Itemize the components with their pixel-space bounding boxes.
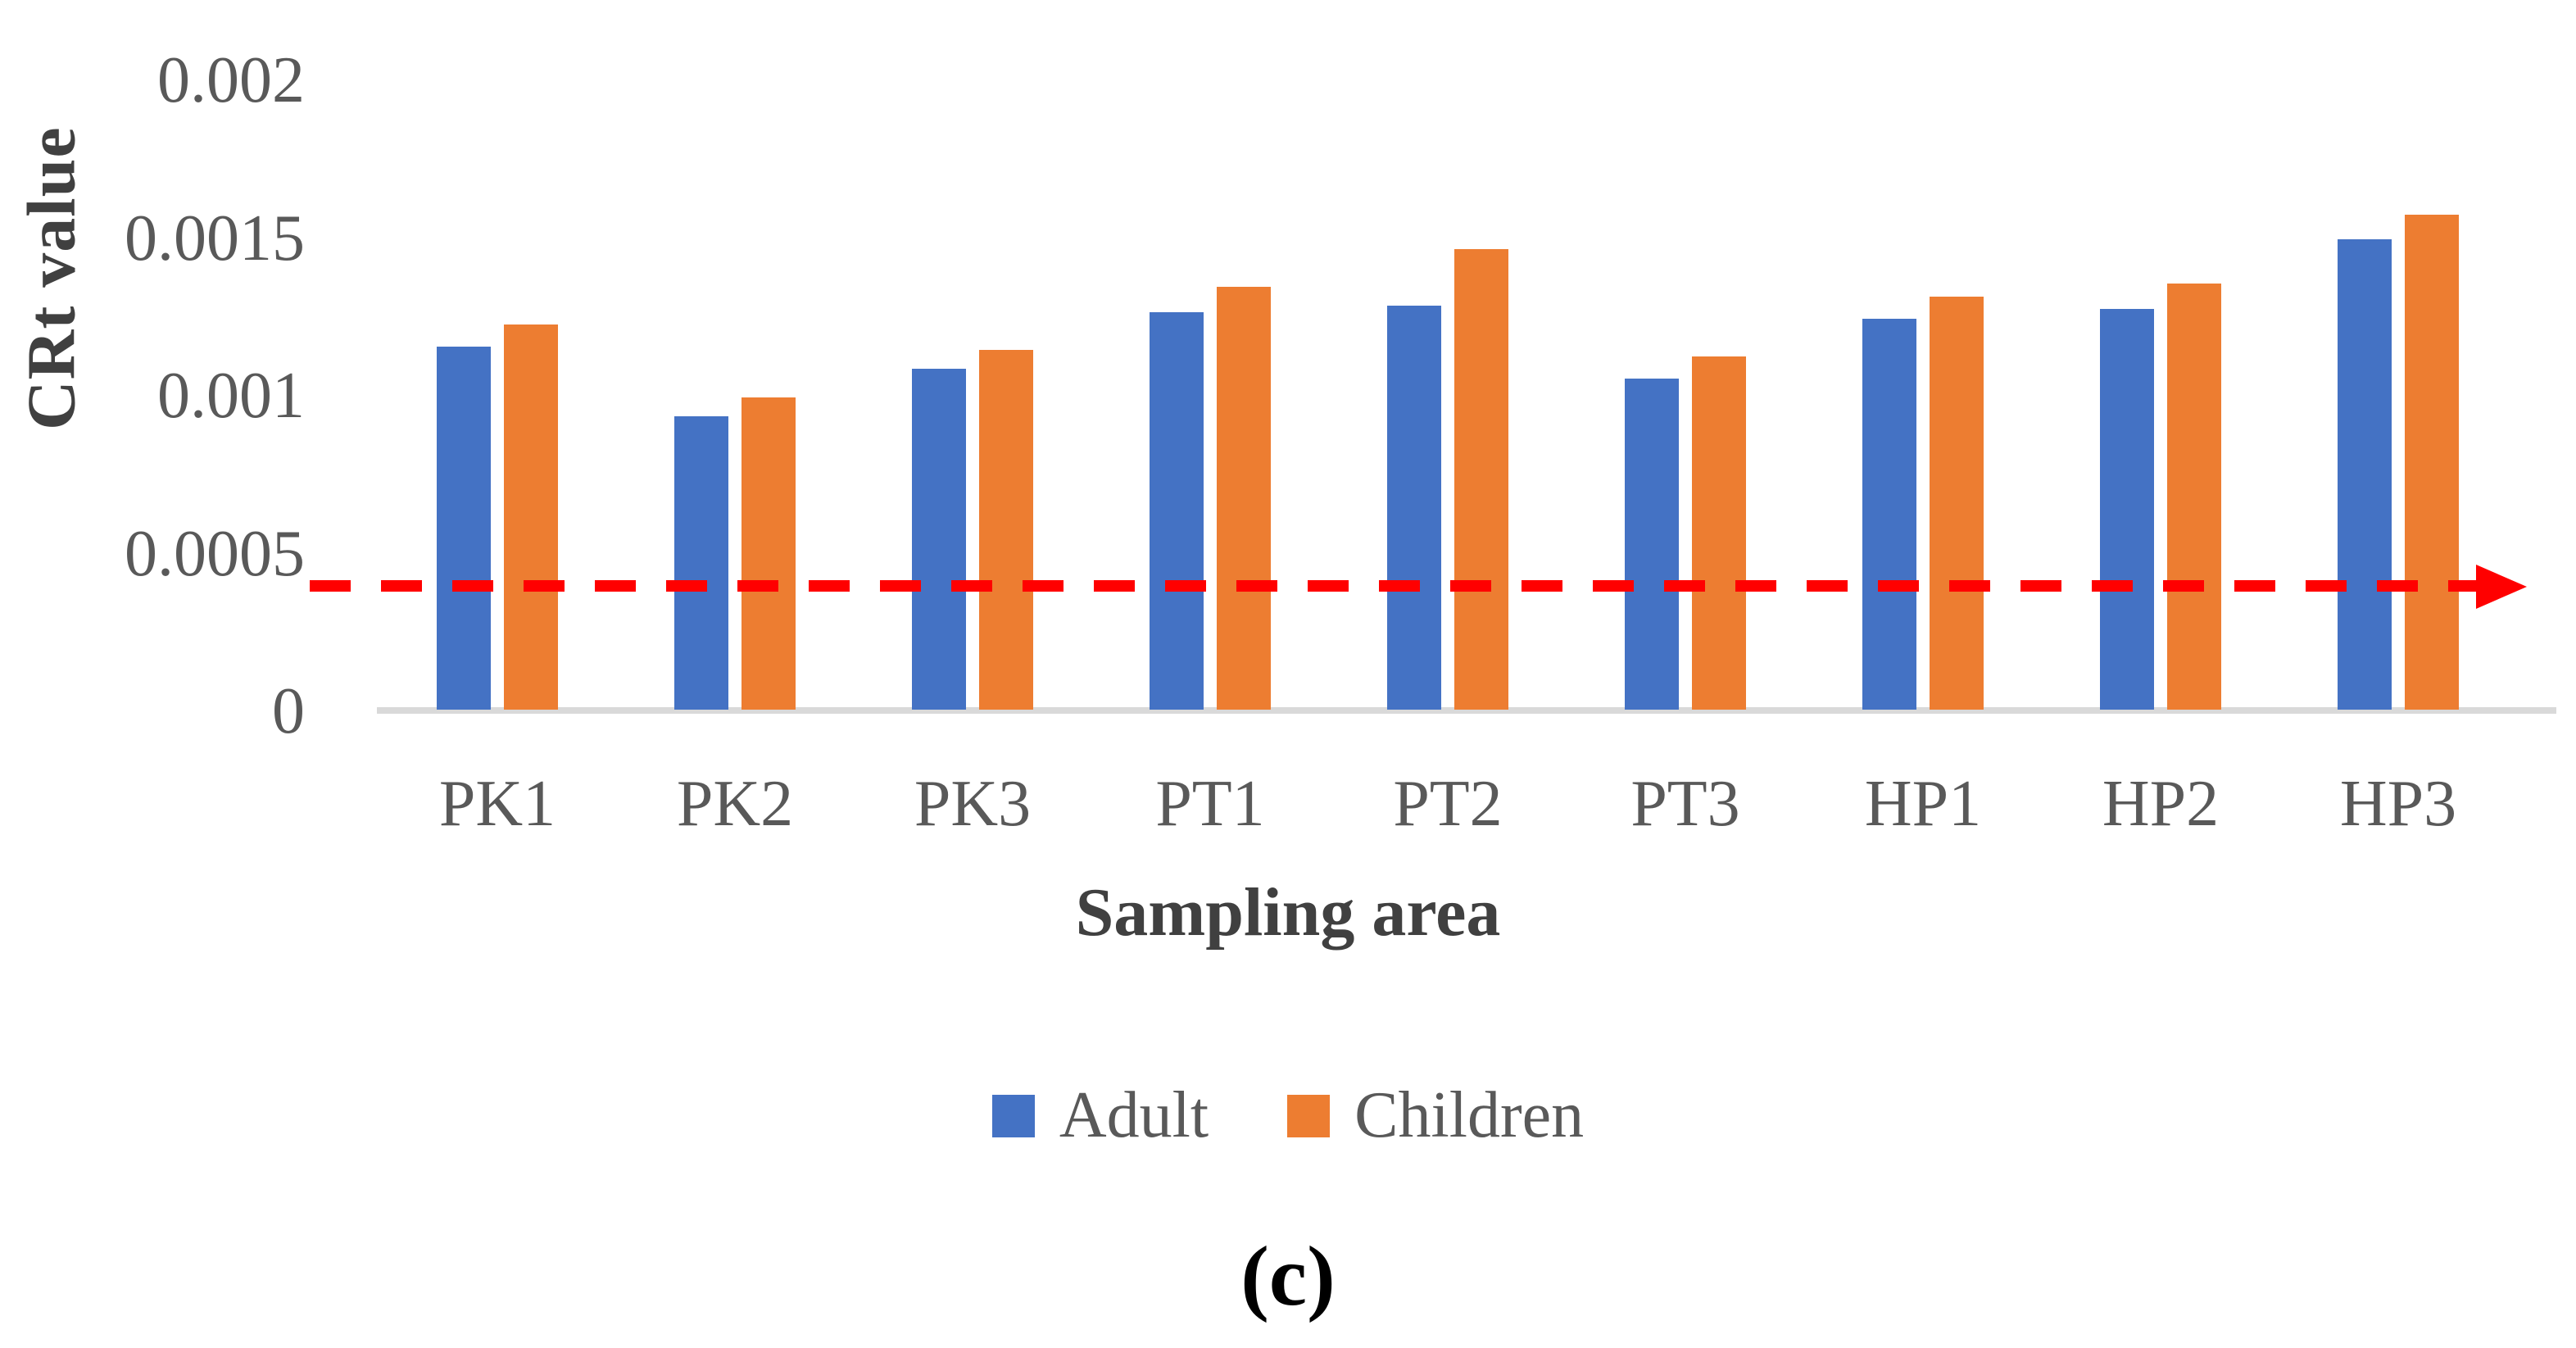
- plot-area: [379, 79, 2517, 710]
- x-axis-baseline: [377, 707, 2556, 714]
- bar-group-pk3: [854, 79, 1091, 710]
- figure-caption: (c): [1240, 1229, 1336, 1323]
- bar-group-pk1: [379, 79, 616, 710]
- bar-group-pt1: [1091, 79, 1329, 710]
- y-tick-label: 0.002: [157, 44, 305, 116]
- bar-adult-pt2: [1387, 306, 1441, 710]
- bar-children-hp1: [1930, 297, 1984, 710]
- bar-group-pk2: [616, 79, 854, 710]
- x-axis-category-labels: PK1 PK2 PK3 PT1 PT2 PT3 HP1 HP2 HP3: [379, 767, 2517, 849]
- bar-adult-hp3: [2338, 239, 2392, 710]
- x-tick-label-pt2: PT2: [1393, 768, 1503, 840]
- x-tick-label-pt3: PT3: [1630, 768, 1740, 840]
- x-tick-label-hp2: HP2: [2102, 768, 2220, 840]
- legend-label: Children: [1354, 1079, 1585, 1151]
- bar-adult-pt1: [1150, 312, 1204, 710]
- bar-children-pk2: [742, 397, 796, 710]
- legend-label: Adult: [1059, 1079, 1209, 1151]
- bar-children-pk3: [979, 350, 1033, 710]
- y-tick-label: 0: [272, 675, 305, 747]
- bar-children-pt1: [1217, 287, 1271, 710]
- legend-item-children: Children: [1287, 1078, 1584, 1153]
- x-tick-label-pk2: PK2: [676, 768, 794, 840]
- bar-children-hp2: [2167, 284, 2221, 710]
- x-tick-label-pk3: PK3: [914, 768, 1032, 840]
- reference-line-arrowhead-icon: [2476, 565, 2527, 609]
- y-tick-label: 0.0005: [125, 517, 305, 590]
- reference-dashed-line: [310, 580, 2478, 592]
- bar-children-pt3: [1692, 356, 1746, 710]
- bar-children-hp3: [2405, 215, 2459, 710]
- legend-swatch-icon: [1287, 1094, 1331, 1137]
- bar-group-hp2: [2042, 79, 2279, 710]
- bar-adult-pk1: [437, 347, 491, 710]
- bar-adult-pk2: [674, 416, 728, 710]
- bar-group-hp3: [2279, 79, 2517, 710]
- legend-item-adult: Adult: [991, 1078, 1209, 1153]
- x-axis-title: Sampling area: [1075, 874, 1501, 951]
- y-tick-label: 0.001: [157, 360, 305, 432]
- y-tick-label: 0.0015: [125, 202, 305, 275]
- bar-children-pk1: [504, 325, 558, 710]
- bar-adult-pk3: [912, 369, 966, 710]
- x-tick-label-hp1: HP1: [1864, 768, 1982, 840]
- x-tick-label-pt1: PT1: [1155, 768, 1265, 840]
- x-tick-label-pk1: PK1: [438, 768, 556, 840]
- bar-group-hp1: [1804, 79, 2042, 710]
- bar-adult-hp1: [1862, 319, 1916, 710]
- bar-children-pt2: [1454, 249, 1508, 710]
- bar-adult-hp2: [2100, 309, 2154, 710]
- bar-adult-pt3: [1625, 379, 1679, 710]
- x-tick-label-hp3: HP3: [2339, 768, 2457, 840]
- chart-legend: Adult Children: [0, 1078, 2576, 1153]
- legend-swatch-icon: [991, 1094, 1035, 1137]
- bar-group-pt3: [1567, 79, 1804, 710]
- bar-group-pt2: [1329, 79, 1567, 710]
